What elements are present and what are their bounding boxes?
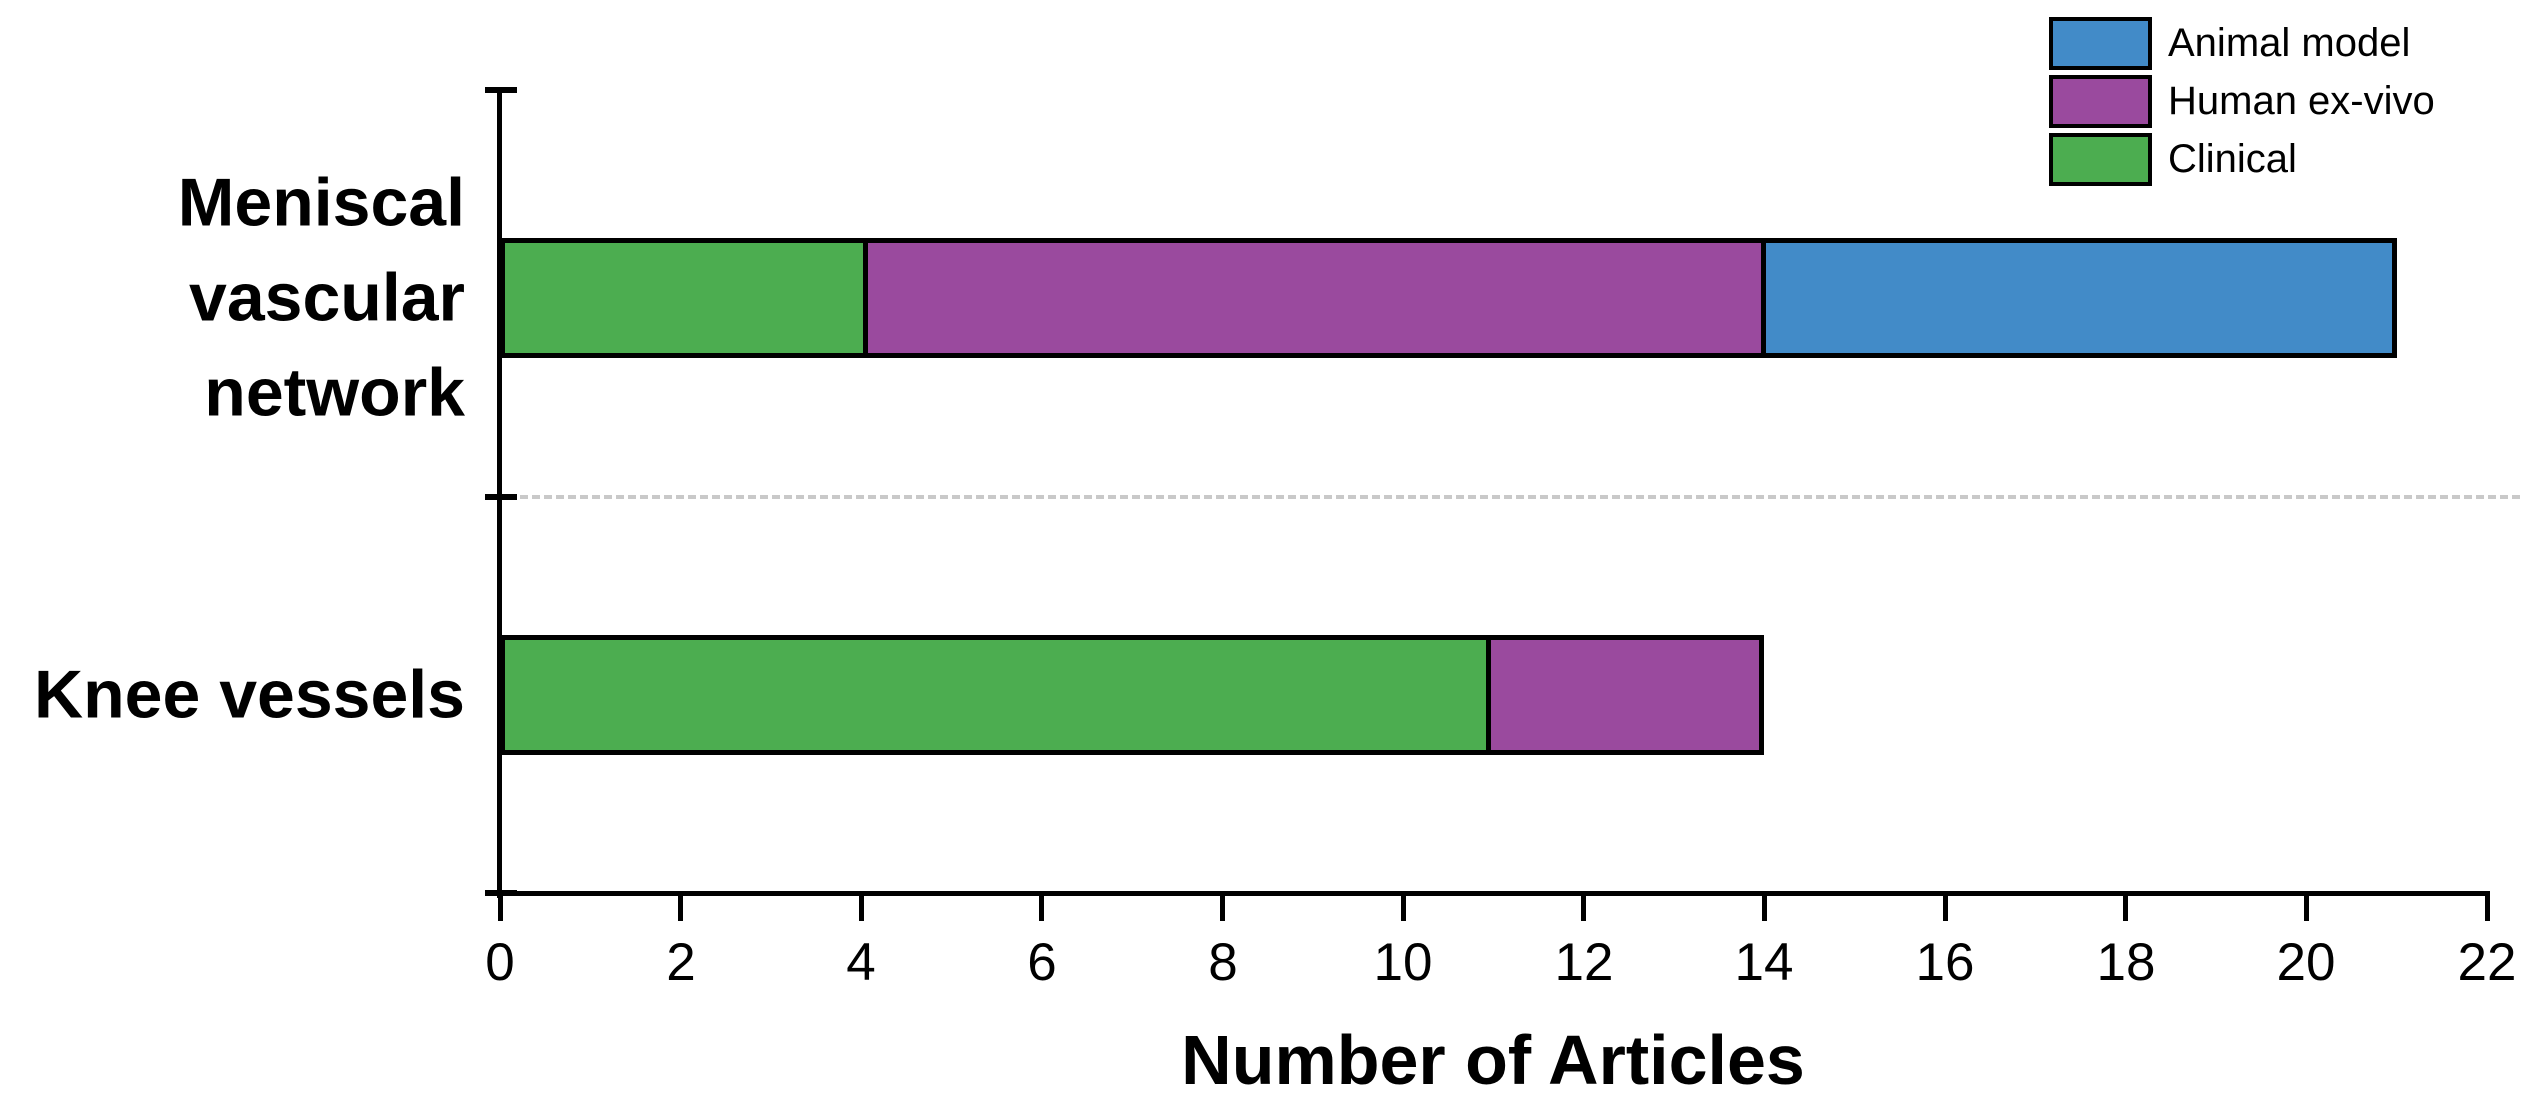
category-label-knee-vessels: Knee vessels [34, 656, 465, 733]
x-tick-label-8: 8 [1208, 933, 1238, 992]
y-axis-boundary-tick-middle [485, 494, 517, 500]
x-tick-2 [678, 893, 683, 921]
x-tick-label-16: 16 [1915, 933, 1975, 992]
x-tick-label-12: 12 [1554, 933, 1614, 992]
y-axis-boundary-tick-top [485, 87, 517, 93]
legend-item-human-ex-vivo: Human ex-vivo [2049, 75, 2435, 128]
x-tick-18 [2123, 893, 2128, 921]
x-tick-10 [1401, 893, 1406, 921]
legend-item-clinical: Clinical [2049, 133, 2435, 186]
legend-label-human-ex-vivo: Human ex-vivo [2168, 79, 2435, 123]
x-tick-label-22: 22 [2457, 933, 2517, 992]
bar-segment-knee-vessels-human-ex-vivo [1491, 640, 1759, 750]
legend-swatch-clinical [2049, 133, 2152, 186]
legend-swatch-human-ex-vivo [2049, 75, 2152, 128]
x-tick-14 [1762, 893, 1767, 921]
bar-segment-meniscal-vascular-network-clinical [505, 243, 868, 353]
bar-meniscal-vascular-network [500, 238, 2397, 358]
x-tick-label-10: 10 [1373, 933, 1433, 992]
x-tick-6 [1039, 893, 1044, 921]
legend: Animal model Human ex-vivo Clinical [2049, 17, 2435, 186]
x-tick-4 [859, 893, 864, 921]
legend-label-animal-model: Animal model [2168, 21, 2411, 65]
x-tick-0 [498, 893, 503, 921]
bar-segment-meniscal-vascular-network-human-ex-vivo [867, 243, 1767, 353]
x-tick-20 [2304, 893, 2309, 921]
x-tick-label-18: 18 [2096, 933, 2156, 992]
y-axis-line [497, 88, 502, 898]
x-tick-label-0: 0 [485, 933, 515, 992]
x-axis-line [496, 891, 2490, 896]
bar-segment-meniscal-vascular-network-animal-model [1766, 243, 2393, 353]
x-tick-22 [2485, 893, 2490, 921]
x-tick-16 [1943, 893, 1948, 921]
x-tick-label-14: 14 [1734, 933, 1794, 992]
legend-label-clinical: Clinical [2168, 137, 2297, 181]
x-tick-label-2: 2 [666, 933, 696, 992]
x-tick-8 [1220, 893, 1225, 921]
legend-swatch-animal-model [2049, 17, 2152, 70]
bar-segment-knee-vessels-clinical [505, 640, 1492, 750]
x-tick-label-4: 4 [846, 933, 876, 992]
category-label-meniscal-vascular-network: Meniscal vascular network [177, 164, 465, 431]
x-axis-title: Number of Articles [1181, 1021, 1805, 1099]
x-tick-label-20: 20 [2276, 933, 2336, 992]
category-separator-dashed-line [520, 495, 2520, 499]
x-tick-label-6: 6 [1027, 933, 1057, 992]
bar-knee-vessels [500, 635, 1764, 755]
x-tick-12 [1581, 893, 1586, 921]
legend-item-animal-model: Animal model [2049, 17, 2435, 70]
